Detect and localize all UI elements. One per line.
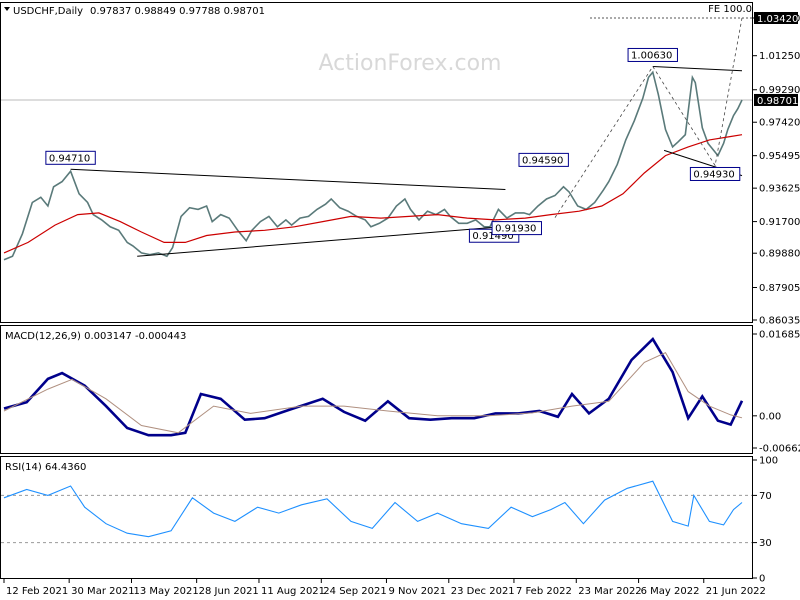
price-panel <box>0 2 753 323</box>
macd-axis-tick-label: -0.006629 <box>759 444 800 455</box>
price-axis-tick-label: 1.01250 <box>759 51 800 62</box>
price-axis-tick-label: 0.86035 <box>759 316 800 327</box>
price-annotation: 0.91930 <box>491 221 542 236</box>
price-axis-tick-label: 0.99290 <box>759 85 800 96</box>
date-tick-label: 23 Mar 2022 <box>578 586 641 597</box>
trendline <box>70 168 506 190</box>
rsi-line <box>3 480 743 538</box>
date-tick-label: 9 Nov 2021 <box>388 586 446 597</box>
date-tick-label: 11 Aug 2021 <box>261 586 325 597</box>
price-annotation: 0.94930 <box>689 166 741 181</box>
chart-header: USDCHF,Daily 0.97837 0.98849 0.97788 0.9… <box>4 6 265 17</box>
macd-panel <box>0 325 753 454</box>
price-axis-tick-label: 0.93625 <box>759 184 800 195</box>
annotation-box <box>689 166 741 181</box>
price-annotation: 0.94710 <box>45 150 96 165</box>
price-axis: 0.86035 0.87905 0.89880 0.91700 0.93625 0.954… <box>1 12 800 327</box>
macd-signal-line <box>3 352 743 434</box>
price-axis-tick-label: 0.91700 <box>759 217 800 228</box>
price-axis-tick-label: 0.87905 <box>759 283 800 294</box>
rsi-panel <box>0 456 753 579</box>
rsi-header: RSI(14) 64.4360 <box>5 462 86 473</box>
rsi-axis-tick-label: 70 <box>759 491 772 502</box>
dropdown-arrow-icon[interactable] <box>4 7 10 11</box>
price-annotation: 1.00630 <box>627 47 678 62</box>
date-tick-label: 7 Feb 2022 <box>516 586 572 597</box>
date-tick-label: 23 Dec 2021 <box>451 586 515 597</box>
annotation-label: 1.00630 <box>631 50 672 61</box>
fe-level-marker <box>754 12 798 24</box>
annotation-label: 0.91930 <box>495 224 536 235</box>
current-price-marker <box>754 93 798 106</box>
moving-average-line <box>3 134 743 254</box>
rsi-series-layer <box>3 480 743 538</box>
symbol-timeframe: USDCHF,Daily <box>13 6 83 17</box>
annotation-box <box>627 47 678 62</box>
macd-line <box>3 337 744 437</box>
annotation-box <box>518 152 569 167</box>
price-series-layer <box>3 17 743 261</box>
date-tick-label: 21 Jun 2022 <box>706 586 766 597</box>
annotation-label: 0.94590 <box>522 155 563 166</box>
price-annotation: 0.94590 <box>518 152 569 167</box>
annotation-label: 0.91490 <box>472 231 513 242</box>
trendline <box>137 225 512 257</box>
macd-header: MACD(12,26,9) 0.003147 -0.000443 <box>5 331 186 342</box>
watermark: ActionForex.com <box>319 51 502 76</box>
ohlc-values: 0.97837 0.98849 0.97788 0.98701 <box>90 6 265 17</box>
price-axis-tick-label: 0.97420 <box>759 118 800 129</box>
date-tick-label: 6 May 2022 <box>641 586 700 597</box>
date-tick-label: 28 Jun 2021 <box>199 586 259 597</box>
macd-axis-tick-label: 0.016856 <box>759 330 800 341</box>
rsi-axis-tick-label: 0 <box>759 574 765 585</box>
annotation-box <box>491 221 542 236</box>
fe-label: FE 100.0 <box>708 4 752 15</box>
price-line <box>3 70 743 261</box>
annotation-label: 0.94710 <box>49 153 90 164</box>
current-price-label: 0.98701 <box>757 96 798 107</box>
date-tick-label: 24 Sep 2021 <box>323 586 386 597</box>
annotation-label: 0.94930 <box>693 169 734 180</box>
rsi-axis-tick-label: 100 <box>759 456 778 467</box>
macd-series-layer <box>3 337 744 437</box>
fe-level-label: 1.03420 <box>757 14 798 25</box>
rsi-axis: 100 70 30 0 <box>1 456 778 585</box>
annotation-box <box>45 150 96 165</box>
macd-axis-tick-label: 0.00 <box>759 411 781 422</box>
macd-axis: 0.016856 0.00 -0.006629 <box>752 330 800 455</box>
price-axis-tick-label: 0.89880 <box>759 249 800 260</box>
rsi-axis-tick-label: 30 <box>759 538 772 549</box>
date-tick-label: 13 May 2021 <box>133 586 198 597</box>
date-tick-label: 12 Feb 2021 <box>6 586 68 597</box>
price-axis-tick-label: 0.95495 <box>759 151 800 162</box>
trendline <box>652 66 743 72</box>
date-tick-label: 30 Mar 2021 <box>71 586 134 597</box>
